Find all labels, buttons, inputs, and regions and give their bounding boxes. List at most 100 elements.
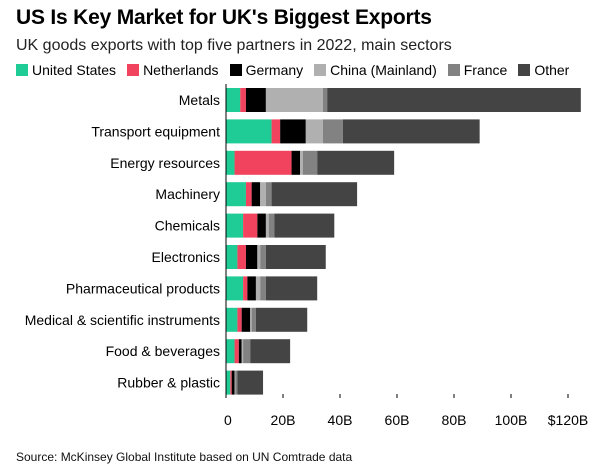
bar-segment-germany [291,150,301,175]
category-label: Pharmaceutical products [66,280,220,296]
bar-segment-netherlands [240,88,246,112]
bar-segment-other [250,339,291,364]
bar-segment-netherlands [243,213,258,238]
legend-label: China (Mainland) [330,62,437,78]
bar-segment-other [317,150,395,175]
bar-segment-germany [247,276,256,301]
bar-segment-netherlands [230,370,232,395]
bar-segment-united-states [226,307,238,332]
category-label: Machinery [155,186,220,202]
legend-item-germany: Germany [229,62,304,78]
bar-segment-united-states [226,370,231,395]
bar-segment-other [255,307,308,332]
bar-segment-france [243,339,251,364]
bar-segment-china-mainland [265,213,269,238]
bar-segment-germany [257,213,266,238]
bar-segment-other [265,245,326,269]
legend-item-united-states: United States [16,62,116,78]
bar-segment-united-states [226,150,235,175]
legend-swatch [518,64,531,76]
chart-title: US Is Key Market for UK's Biggest Export… [16,6,432,29]
x-tick-label: 80B [442,412,467,428]
bar-segment-united-states [226,339,235,364]
bar-segment-netherlands [234,150,292,175]
x-tick-label: $120B [548,412,588,428]
bar-segment-china-mainland [234,370,236,395]
bar-segment-france [251,307,256,332]
bar-segment-other [274,213,335,238]
bar-segment-netherlands [234,339,239,364]
legend-label: Netherlands [143,62,219,78]
bar-segment-other [237,370,264,395]
legend-swatch [447,64,460,76]
category-label: Rubber & plastic [117,375,220,391]
bar-segment-france [265,182,272,207]
bar-segment-germany [238,339,242,364]
bar-segment-france [260,276,266,301]
bar-segment-united-states [226,182,246,207]
bar-segment-france [260,245,266,269]
legend-item-france: France [447,62,508,78]
bar-segment-china-mainland [260,182,266,207]
chart-subtitle: UK goods exports with top five partners … [16,37,452,54]
legend-label: France [463,62,508,78]
bar-segment-other [265,276,318,301]
bar-segment-france [235,370,238,395]
source-note: Source: McKinsey Global Institute based … [16,450,353,464]
legend-item-china-mainland: China (Mainland) [314,62,437,78]
category-label: Energy resources [110,155,220,171]
legend-item-other: Other [518,62,569,78]
bar-segment-united-states [226,213,244,238]
bar-segment-netherlands [237,307,242,332]
x-tick-label: 0 [224,412,232,428]
bar-segment-united-states [226,245,238,269]
x-tick-label: 100B [495,412,528,428]
bar-segment-germany [231,370,235,395]
x-tick-label: 60B [385,412,410,428]
bar-segment-germany [251,182,261,207]
bar-segment-netherlands [245,182,252,207]
x-tick-label: 40B [328,412,353,428]
bar-segment-china-mainland [300,150,303,175]
bar-segment-china-mainland [255,276,261,301]
bar-segment-netherlands [271,119,281,144]
legend-label: United States [32,62,117,78]
bar-segment-other [271,182,358,207]
legend-swatch [314,64,327,76]
bar-segment-china-mainland [265,88,323,112]
category-label: Electronics [152,249,220,265]
chart-legend: United States Netherlands Germany China (Ma… [16,62,580,78]
bar-segment-germany [280,119,306,144]
category-label: Transport equipment [91,123,220,139]
bar-segment-france [302,150,318,175]
bar-segment-china-mainland [241,339,244,364]
category-label: Metals [179,92,220,108]
bar-segment-united-states [226,88,241,112]
bar-segment-united-states [226,276,244,301]
category-label: Medical & scientific instruments [25,312,220,328]
bar-segment-germany [245,88,266,112]
bar-segment-france [322,119,343,144]
legend-swatch [229,64,242,76]
bar-segment-netherlands [243,276,248,301]
bar-segment-france [322,88,328,112]
bar-segment-netherlands [237,245,246,269]
legend-label: Germany [245,62,304,78]
bar-segment-china-mainland [250,307,252,332]
legend-label: Other [534,62,570,78]
category-label: Chemicals [155,218,220,234]
bar-segment-other [327,88,581,112]
category-label: Food & beverages [106,343,220,359]
legend-item-netherlands: Netherlands [127,62,219,78]
x-tick-label: 20B [271,412,296,428]
bar-segment-france [268,213,275,238]
legend-swatch [127,64,140,76]
bar-segment-other [342,119,480,144]
bar-segment-united-states [226,119,272,144]
bar-segment-china-mainland [305,119,323,144]
bar-segment-china-mainland [257,245,261,269]
legend-swatch [16,64,28,76]
bar-segment-germany [245,245,258,269]
bar-segment-germany [241,307,251,332]
